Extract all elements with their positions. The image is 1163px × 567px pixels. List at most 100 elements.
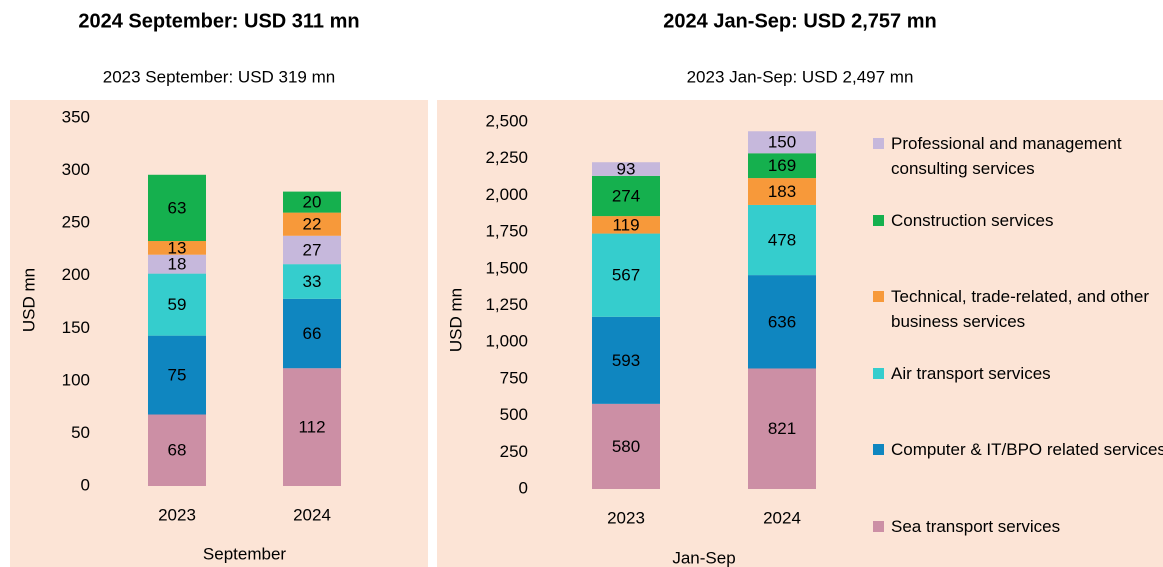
bar-segment — [283, 368, 341, 486]
legend-swatch — [873, 367, 884, 379]
y-axis-label: USD mn — [19, 268, 38, 332]
y-tick-label: 500 — [500, 405, 528, 424]
legend-item: Technical, trade-related, and other busi… — [873, 284, 1163, 334]
y-tick-label: 2,000 — [485, 185, 528, 204]
data-label: 183 — [768, 182, 796, 201]
y-tick-label: 100 — [62, 370, 90, 389]
y-tick-label: 0 — [519, 478, 528, 497]
bar-segment — [592, 233, 660, 317]
y-tick-label: 0 — [81, 475, 90, 494]
data-label: 636 — [768, 312, 796, 331]
data-label: 580 — [612, 437, 640, 456]
data-label: 13 — [168, 238, 187, 257]
bar-segment — [148, 273, 206, 336]
data-label: 93 — [617, 160, 636, 179]
legend-swatch — [873, 138, 884, 149]
bar-segment — [748, 178, 816, 205]
bar-segment — [592, 216, 660, 234]
bar-segment — [148, 241, 206, 255]
y-tick-label: 2,500 — [485, 111, 528, 130]
data-label: 18 — [168, 255, 187, 274]
y-tick-label: 2,250 — [485, 148, 528, 167]
legend-label: Air transport services — [891, 363, 1051, 383]
legend-swatch — [873, 291, 884, 302]
bar-segment — [148, 414, 206, 486]
legend-item: Air transport services — [873, 361, 1163, 386]
bar-segment — [283, 212, 341, 236]
chart-title: 2024 September: USD 311 mn — [78, 10, 359, 32]
data-label: 593 — [612, 351, 640, 370]
chart-subtitle: 2023 September: USD 319 mn — [103, 67, 335, 86]
x-tick-label: 2023 — [607, 508, 645, 527]
bar-segment — [283, 264, 341, 299]
y-tick-label: 150 — [62, 318, 90, 337]
bar-segment — [748, 275, 816, 369]
data-label: 150 — [768, 133, 796, 152]
data-label: 59 — [168, 295, 187, 314]
y-tick-label: 200 — [62, 265, 90, 284]
y-axis-label: USD mn — [446, 288, 465, 352]
data-label: 27 — [303, 240, 322, 259]
x-tick-label: 2023 — [158, 505, 196, 524]
bar-segment — [592, 175, 660, 217]
data-label: 478 — [768, 231, 796, 250]
x-tick-label: 2024 — [293, 505, 331, 524]
legend-label: Construction services — [891, 210, 1054, 230]
legend-item: Computer & IT/BPO related services — [873, 437, 1163, 462]
bar-segment — [283, 298, 341, 369]
bar-segment — [148, 174, 206, 242]
x-tick-label: 2024 — [763, 508, 801, 527]
panel-bg — [10, 100, 428, 567]
data-label: 112 — [298, 418, 325, 437]
data-label: 33 — [303, 272, 322, 291]
data-label: 22 — [303, 215, 322, 234]
data-label: 821 — [768, 419, 796, 438]
data-label: 68 — [168, 441, 187, 460]
chart-title: 2024 Jan-Sep: USD 2,757 mn — [663, 10, 936, 32]
legend-swatch — [873, 444, 884, 455]
legend-swatch — [873, 214, 884, 226]
data-label: 567 — [612, 266, 640, 285]
chart-subtitle: 2023 Jan-Sep: USD 2,497 mn — [687, 67, 914, 86]
data-label: 169 — [768, 156, 796, 175]
legend-label: Professional and management consulting s… — [891, 134, 1122, 178]
data-label: 63 — [168, 198, 187, 217]
bar-segment — [592, 162, 660, 176]
bar-segment — [748, 131, 816, 154]
y-tick-label: 250 — [62, 213, 90, 232]
legend-label: Sea transport services — [891, 516, 1061, 536]
y-tick-label: 1,250 — [485, 295, 528, 314]
x-axis-label: Jan-Sep — [672, 548, 735, 567]
y-tick-label: 1,000 — [485, 332, 528, 351]
bar-segment — [592, 403, 660, 489]
legend-label: Computer & IT/BPO related services — [891, 440, 1163, 459]
bar-segment — [748, 204, 816, 276]
y-tick-label: 50 — [71, 423, 90, 442]
bar-segment — [148, 335, 206, 415]
bar-segment — [592, 316, 660, 404]
data-label: 119 — [612, 215, 639, 234]
y-tick-label: 1,750 — [485, 222, 528, 241]
bar-segment — [748, 153, 816, 179]
legend-swatch — [873, 520, 884, 532]
data-label: 66 — [303, 324, 322, 343]
y-tick-label: 250 — [500, 442, 528, 461]
bar-segment — [283, 191, 341, 213]
bar-segment — [148, 254, 206, 274]
data-label: 274 — [612, 186, 640, 205]
legend-item: Construction services — [873, 208, 1163, 233]
y-tick-label: 1,500 — [485, 258, 528, 277]
x-axis-label: September — [203, 544, 286, 563]
data-label: 75 — [168, 366, 187, 385]
legend-item: Professional and management consulting s… — [873, 131, 1163, 181]
legend-label: Technical, trade-related, and other busi… — [891, 287, 1149, 331]
data-label: 20 — [303, 193, 322, 212]
y-tick-label: 750 — [500, 368, 528, 387]
y-tick-label: 350 — [62, 107, 90, 126]
legend-item: Sea transport services — [873, 514, 1163, 539]
bar-segment — [283, 235, 341, 265]
y-tick-label: 300 — [62, 160, 90, 179]
bar-segment — [748, 368, 816, 489]
